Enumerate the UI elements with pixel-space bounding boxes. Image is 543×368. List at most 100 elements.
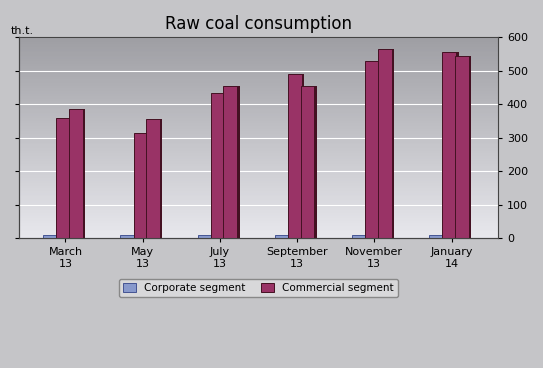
Bar [19, 188, 498, 190]
Bar [211, 92, 225, 238]
Bar [19, 89, 498, 91]
Bar [19, 56, 498, 57]
Bar [19, 193, 498, 195]
Bar [19, 79, 498, 81]
Bar [19, 76, 498, 78]
Bar [19, 82, 498, 84]
Bar [19, 59, 498, 61]
Bar [19, 129, 498, 131]
Bar [19, 158, 498, 159]
Bar [19, 228, 498, 230]
Bar [469, 56, 471, 238]
Bar [19, 180, 498, 181]
Bar [19, 81, 498, 82]
Bar [19, 230, 498, 231]
Bar [19, 131, 498, 133]
Bar [19, 49, 498, 51]
Bar [19, 205, 498, 206]
Bar [19, 57, 498, 59]
Bar [19, 222, 498, 223]
Bar [352, 236, 366, 238]
Bar [19, 186, 498, 188]
Bar [19, 37, 498, 39]
Bar [19, 159, 498, 161]
Bar [19, 99, 498, 101]
Bar [19, 144, 498, 146]
Bar [275, 236, 289, 238]
Bar [19, 199, 498, 201]
Bar [19, 96, 498, 98]
Bar [19, 195, 498, 196]
Bar [19, 42, 498, 44]
Bar [314, 86, 317, 238]
Bar [19, 84, 498, 86]
Bar [146, 119, 160, 238]
Bar [19, 121, 498, 123]
Bar [19, 215, 498, 216]
Bar [19, 196, 498, 198]
Bar [19, 133, 498, 134]
Bar [19, 123, 498, 124]
Bar [19, 168, 498, 170]
Bar [19, 128, 498, 129]
Bar [19, 223, 498, 225]
Bar [19, 164, 498, 166]
Bar [19, 107, 498, 109]
Bar [121, 236, 134, 238]
Bar [19, 106, 498, 107]
Bar [19, 104, 498, 106]
Bar [288, 74, 302, 238]
Bar [160, 119, 162, 238]
Bar [56, 118, 71, 238]
Bar [134, 133, 148, 238]
Bar [43, 236, 57, 238]
Bar [19, 176, 498, 178]
Bar [19, 236, 498, 238]
Bar [392, 49, 394, 238]
Bar [19, 141, 498, 143]
Bar [378, 49, 392, 238]
Bar [19, 178, 498, 180]
Bar [455, 56, 469, 238]
Bar [19, 203, 498, 205]
Bar [19, 119, 498, 121]
Bar [19, 235, 498, 236]
Bar [19, 39, 498, 41]
Bar [19, 190, 498, 191]
Bar [19, 198, 498, 199]
Bar [19, 78, 498, 79]
Text: th.t.: th.t. [11, 26, 34, 36]
Bar [19, 181, 498, 183]
Bar [19, 126, 498, 128]
Bar [19, 220, 498, 222]
Bar [19, 163, 498, 164]
Bar [365, 61, 379, 238]
Bar [19, 111, 498, 113]
Bar [19, 124, 498, 126]
Legend: Corporate segment, Commercial segment: Corporate segment, Commercial segment [119, 279, 398, 297]
Bar [19, 118, 498, 119]
Bar [225, 92, 227, 238]
Title: Raw coal consumption: Raw coal consumption [165, 15, 352, 33]
Bar [19, 72, 498, 74]
Bar [19, 66, 498, 67]
Bar [19, 69, 498, 71]
Bar [69, 109, 83, 238]
Bar [19, 88, 498, 89]
Bar [19, 52, 498, 54]
Bar [19, 109, 498, 111]
Bar [19, 173, 498, 174]
Bar [19, 138, 498, 139]
Bar [19, 161, 498, 163]
Bar [19, 91, 498, 92]
Bar [19, 148, 498, 149]
Bar [83, 109, 85, 238]
Bar [19, 136, 498, 138]
Bar [19, 98, 498, 99]
Bar [19, 216, 498, 218]
Bar [19, 74, 498, 76]
Bar [19, 156, 498, 158]
Bar [19, 134, 498, 136]
Bar [19, 64, 498, 66]
Bar [19, 146, 498, 148]
